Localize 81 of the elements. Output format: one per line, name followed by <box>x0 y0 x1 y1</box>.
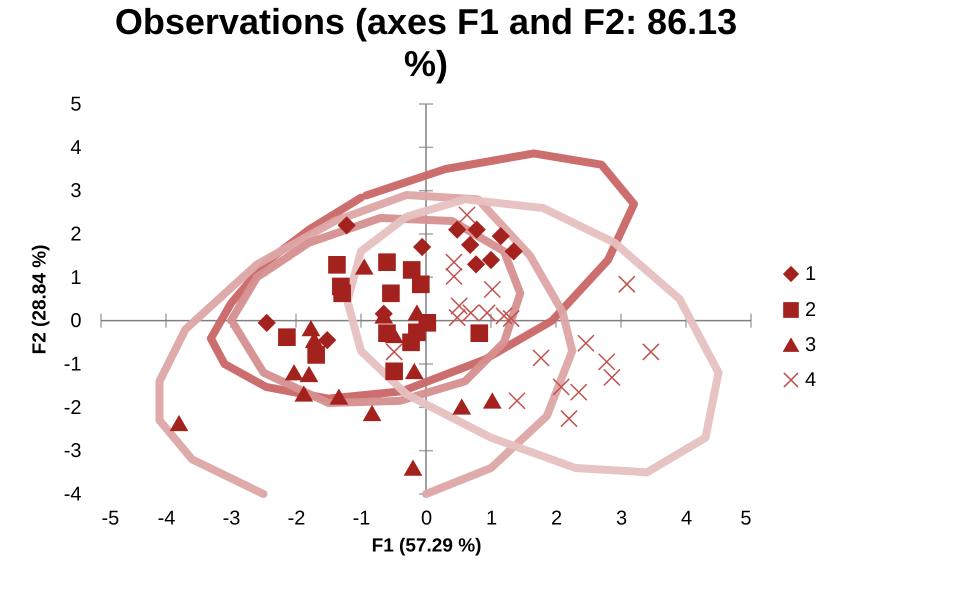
point <box>504 242 523 260</box>
point <box>577 334 595 352</box>
x-tick-label: -1 <box>352 508 370 530</box>
point <box>458 206 476 224</box>
point <box>278 328 296 346</box>
y-tick-label: 1 <box>70 266 82 289</box>
x-tick-label: 1 <box>486 508 498 530</box>
point <box>378 253 396 271</box>
point <box>603 368 621 386</box>
legend-label: 3 <box>805 334 816 356</box>
point <box>405 364 424 380</box>
point <box>560 410 578 428</box>
point <box>478 304 496 322</box>
point <box>532 349 550 367</box>
y-tick-label: -4 <box>64 484 82 506</box>
point <box>328 256 346 274</box>
y-tick-label: -2 <box>64 396 82 419</box>
point <box>618 275 636 294</box>
legend-label: 2 <box>805 299 816 321</box>
point <box>333 284 351 302</box>
y-tick-label: -3 <box>64 440 82 462</box>
point <box>318 331 336 349</box>
point <box>642 343 660 361</box>
point <box>382 284 400 302</box>
point <box>467 256 485 274</box>
point <box>570 383 588 401</box>
point <box>294 386 313 402</box>
y-tick-label: 2 <box>70 224 82 246</box>
point <box>482 251 500 269</box>
point <box>470 324 488 342</box>
x-tick-label: 4 <box>680 508 692 530</box>
legend-label: 1 <box>805 263 816 285</box>
x-tick-label: 5 <box>740 508 752 530</box>
point <box>300 366 318 382</box>
x-tick-label: -5 <box>102 508 120 530</box>
point <box>402 261 421 279</box>
x-tick-label: -3 <box>222 508 240 530</box>
point <box>413 238 431 256</box>
point <box>495 307 513 325</box>
point <box>302 320 320 336</box>
x-tick-label: 3 <box>616 508 628 530</box>
y-tick-label: 3 <box>70 180 82 202</box>
point <box>492 227 510 245</box>
x-tick-label: 2 <box>550 508 562 530</box>
x-tick-label: 0 <box>420 508 432 530</box>
point <box>385 362 403 380</box>
chart-title: Observations (axes F1 and F2: 86.13 %) <box>114 1 738 84</box>
legend-label: 4 <box>805 369 816 391</box>
point <box>452 399 471 415</box>
point <box>483 280 502 298</box>
point <box>355 259 374 275</box>
point <box>462 304 480 322</box>
point <box>412 275 430 294</box>
x-tick-label: -2 <box>288 508 306 530</box>
y-tick-label: 5 <box>70 94 82 116</box>
y-tick-label: 0 <box>70 310 82 332</box>
point <box>508 392 526 410</box>
point <box>450 297 468 315</box>
point <box>448 308 466 326</box>
y-tick-label: -1 <box>64 354 82 376</box>
point <box>598 353 616 371</box>
y-tick-label: 4 <box>70 136 82 159</box>
y-axis-title: F2 (28.84 %) <box>30 244 51 354</box>
point <box>402 334 420 352</box>
point <box>461 236 480 254</box>
point <box>502 310 520 328</box>
point <box>385 328 403 344</box>
point <box>363 406 381 422</box>
point <box>285 364 303 380</box>
point <box>552 378 570 396</box>
point <box>468 220 486 238</box>
x-axis-title: F1 (57.29 %) <box>372 536 482 556</box>
point <box>404 460 422 476</box>
point <box>330 389 348 405</box>
x-tick-label: -4 <box>158 508 176 530</box>
point <box>338 216 356 234</box>
point <box>483 393 502 409</box>
point <box>448 220 466 238</box>
point <box>385 343 403 361</box>
point <box>258 314 276 332</box>
point <box>170 416 188 432</box>
